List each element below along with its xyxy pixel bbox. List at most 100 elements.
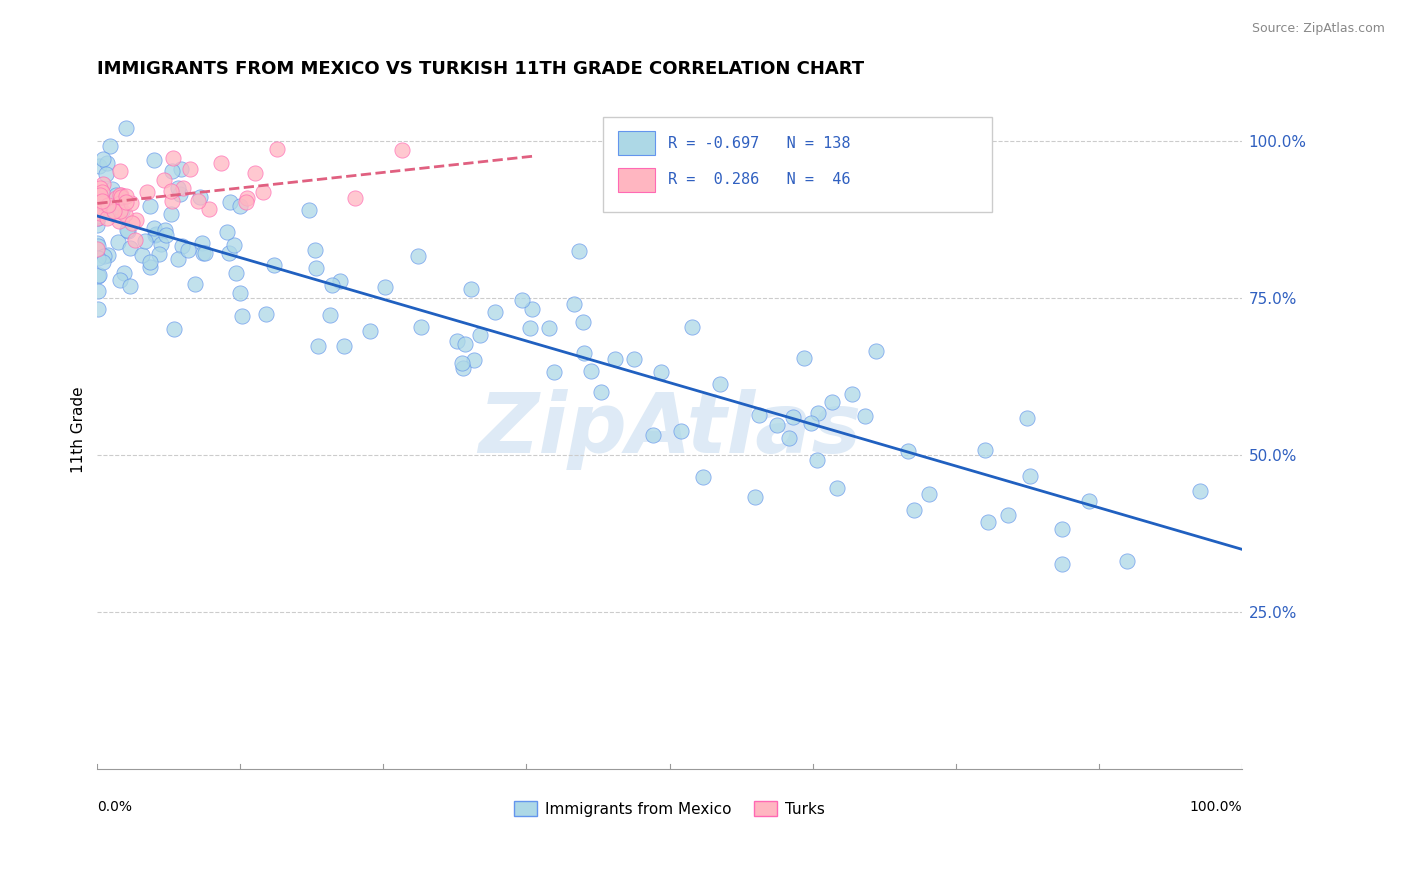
Point xyxy=(307,339,329,353)
Point xyxy=(145,227,167,241)
Point xyxy=(510,293,533,307)
Point xyxy=(252,185,274,199)
Point xyxy=(120,241,142,255)
Point xyxy=(903,503,925,517)
Point xyxy=(143,228,166,243)
Point xyxy=(800,416,823,430)
Point xyxy=(162,151,184,165)
Point xyxy=(87,268,110,282)
FancyBboxPatch shape xyxy=(603,118,993,212)
Point xyxy=(374,280,396,294)
Point xyxy=(89,206,111,220)
Point xyxy=(453,360,475,375)
Point xyxy=(86,242,108,256)
Point xyxy=(108,214,131,228)
Point xyxy=(89,180,111,194)
Point xyxy=(114,207,136,221)
Point xyxy=(160,194,183,208)
Point xyxy=(177,244,200,258)
Point xyxy=(243,166,266,180)
Point xyxy=(91,177,114,191)
Point xyxy=(86,218,108,232)
Point xyxy=(115,223,138,237)
Point xyxy=(143,153,166,167)
Point xyxy=(297,202,319,217)
Point xyxy=(121,216,143,230)
Point xyxy=(865,343,887,358)
Point xyxy=(138,255,160,269)
Point xyxy=(671,424,693,438)
Point xyxy=(172,180,194,194)
Point xyxy=(155,223,177,237)
Point xyxy=(254,307,277,321)
Point xyxy=(108,163,131,178)
Point xyxy=(91,254,114,268)
Point xyxy=(114,189,136,203)
Point xyxy=(574,346,596,360)
Point xyxy=(215,225,238,239)
Point xyxy=(149,236,172,251)
Point xyxy=(454,337,477,351)
Point xyxy=(118,279,141,293)
Point xyxy=(87,251,110,265)
Point xyxy=(90,186,112,200)
Point xyxy=(108,187,131,202)
Point xyxy=(169,186,191,201)
Point xyxy=(100,182,122,196)
Point xyxy=(86,301,108,316)
Point xyxy=(522,302,544,317)
Point xyxy=(91,196,114,211)
Point xyxy=(108,203,131,218)
Point xyxy=(105,187,128,202)
Point xyxy=(117,223,139,237)
Point xyxy=(329,274,352,288)
Point xyxy=(1188,484,1211,499)
Point xyxy=(229,198,252,212)
Point xyxy=(806,453,828,467)
Text: Source: ZipAtlas.com: Source: ZipAtlas.com xyxy=(1251,22,1385,36)
Point xyxy=(96,211,118,225)
Text: IMMIGRANTS FROM MEXICO VS TURKISH 11TH GRADE CORRELATION CHART: IMMIGRANTS FROM MEXICO VS TURKISH 11TH G… xyxy=(97,60,865,78)
Point xyxy=(86,211,108,225)
Point xyxy=(1050,522,1073,536)
Point xyxy=(748,408,770,422)
Point xyxy=(825,481,848,495)
Point xyxy=(110,195,132,210)
Point xyxy=(139,260,162,274)
Point xyxy=(976,515,998,529)
Point xyxy=(793,351,815,365)
Text: R =  0.286   N =  46: R = 0.286 N = 46 xyxy=(668,172,851,187)
Point xyxy=(263,258,285,272)
Point xyxy=(163,322,186,336)
Point xyxy=(231,310,253,324)
Point xyxy=(568,244,591,258)
Point xyxy=(111,203,134,218)
Point xyxy=(218,246,240,260)
Point xyxy=(643,428,665,442)
Point xyxy=(191,236,214,251)
Point xyxy=(191,245,214,260)
Point xyxy=(96,156,118,170)
Point xyxy=(572,315,595,329)
Point xyxy=(562,297,585,311)
Point xyxy=(446,334,468,349)
Point xyxy=(319,308,342,322)
Point xyxy=(1052,557,1074,571)
Point xyxy=(94,167,117,181)
Point xyxy=(194,246,217,260)
Point xyxy=(91,152,114,166)
Point xyxy=(100,139,122,153)
Text: 100.0%: 100.0% xyxy=(1189,800,1241,814)
Point xyxy=(115,120,138,135)
Point xyxy=(107,235,129,249)
Point xyxy=(765,417,787,432)
Legend: Immigrants from Mexico, Turks: Immigrants from Mexico, Turks xyxy=(508,795,831,822)
Point xyxy=(159,184,181,198)
Point xyxy=(97,198,120,212)
Point xyxy=(974,443,997,458)
Point xyxy=(463,352,485,367)
Point xyxy=(236,191,259,205)
Point xyxy=(120,196,142,211)
Point xyxy=(650,365,672,379)
Point xyxy=(744,490,766,504)
